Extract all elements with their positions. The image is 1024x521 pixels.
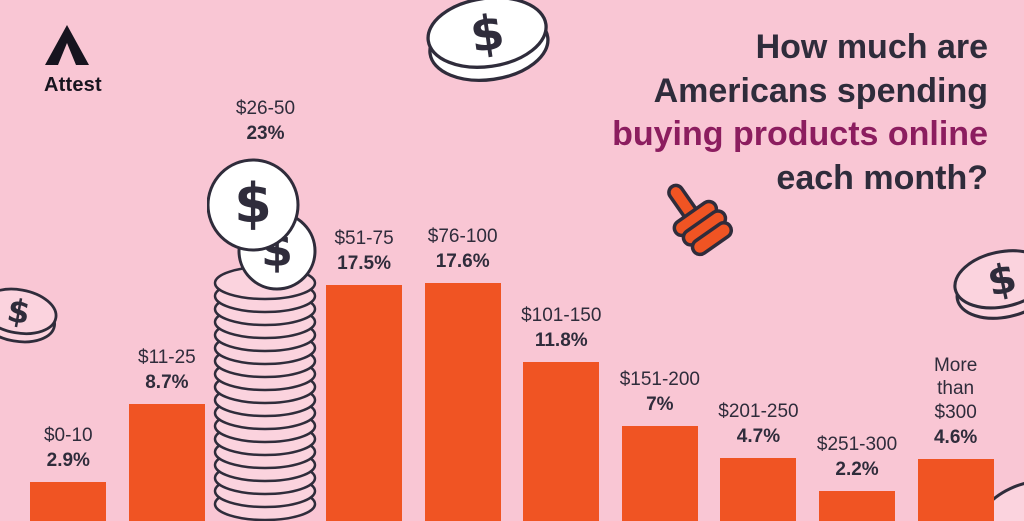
bar-label: $26-50 23% <box>236 97 295 145</box>
title-line-highlight: buying products online <box>612 115 988 154</box>
coin-icon: $ <box>426 0 550 82</box>
bar-value: 2.9% <box>46 449 90 471</box>
bar-value: 11.8% <box>534 329 588 351</box>
brand-name: Attest <box>44 74 102 96</box>
bar-category: $201-250 <box>718 400 799 422</box>
bar <box>523 362 600 521</box>
title-line-4: each month? <box>776 158 988 197</box>
bar <box>819 491 896 521</box>
bar-label: $0-10 2.9% <box>44 424 93 472</box>
bar-label: $201-250 4.7% <box>718 400 798 448</box>
bar-group: $151-200 7% <box>620 368 701 521</box>
bar-label: $151-200 7% <box>620 368 700 416</box>
title-line-1: How much are <box>755 28 988 66</box>
bar-category: $11-25 <box>138 346 196 368</box>
bar-value: 17.6% <box>435 250 490 272</box>
bar-value: 4.7% <box>736 425 781 447</box>
page-title: How much are Americans spending buying p… <box>612 26 988 200</box>
bar-label: $76-100 17.6% <box>428 225 498 273</box>
bar-group: $26-50 23% $ $ <box>207 97 317 521</box>
bar-value: 17.5% <box>337 252 391 274</box>
bar <box>326 285 403 521</box>
bar-group: $101-150 11.8% <box>521 304 602 521</box>
bar-category: More than $300 <box>933 355 978 423</box>
bar-category: $0-10 <box>43 424 93 446</box>
pointer-hand-icon <box>667 183 734 257</box>
bar <box>424 283 501 521</box>
bar-category: $251-300 <box>816 433 898 455</box>
brand-logo: Attest <box>44 24 102 97</box>
bar-group: $11-25 8.7% <box>127 346 208 521</box>
bar-group: $201-250 4.7% <box>718 400 799 521</box>
bar-group: $0-10 2.9% <box>28 424 109 521</box>
bar-group: $76-100 17.6% <box>422 225 503 521</box>
bar-label: $11-25 8.7% <box>138 346 196 394</box>
attest-logo-icon <box>45 25 89 65</box>
bar <box>30 482 107 521</box>
bar <box>720 458 797 521</box>
bar-category: $76-100 <box>427 225 498 247</box>
bar-chart: $0-10 2.9% $11-25 8.7% $26-50 23% $ $ $51-75 17.5… <box>0 97 1024 521</box>
bar-label: $51-75 17.5% <box>334 227 393 275</box>
bar <box>917 459 994 521</box>
bar-value: 8.7% <box>145 371 189 393</box>
bar-category: $26-50 <box>235 97 296 119</box>
bar-value: 4.6% <box>933 426 978 448</box>
bar-group: $251-300 2.2% <box>817 433 898 521</box>
coin-stack-icon: $$ <box>207 158 317 521</box>
dollar-glyph: $ <box>467 4 508 64</box>
bar-label: $101-150 11.8% <box>521 304 601 352</box>
bar-category: $151-200 <box>619 368 700 390</box>
bar-value: 23% <box>246 122 285 144</box>
bar-value: 7% <box>646 393 674 415</box>
title-line-2: Americans spending <box>653 71 988 110</box>
bar-label: More than $300 4.6% <box>915 354 996 449</box>
coin-icon: $ <box>0 287 58 344</box>
coin-icon <box>976 479 1024 521</box>
coin-icon: $ <box>953 249 1024 320</box>
bar <box>128 404 205 521</box>
bar <box>621 426 698 521</box>
bar-category: $51-75 <box>334 227 394 249</box>
bar-label: $251-300 2.2% <box>817 433 897 481</box>
bar-category: $101-150 <box>521 304 602 326</box>
dollar-glyph: $ <box>235 172 273 235</box>
bar-group: More than $300 4.6% <box>915 354 996 521</box>
bar-group: $51-75 17.5% <box>324 227 405 521</box>
bar-value: 2.2% <box>835 458 879 480</box>
